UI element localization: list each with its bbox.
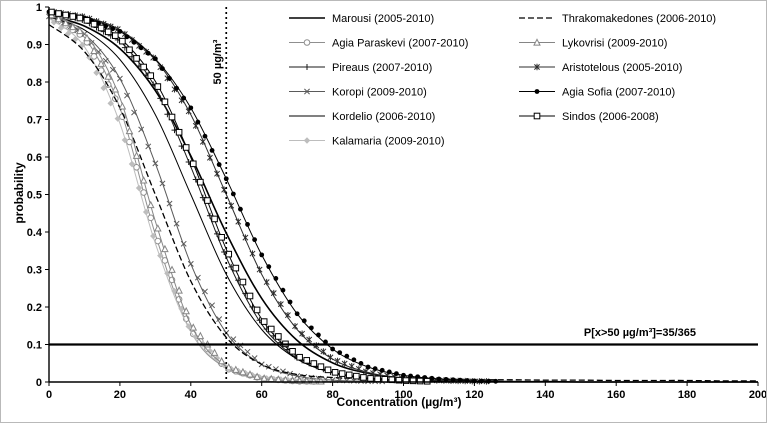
x-axis-title: Concentration (µg/m³): [336, 395, 462, 409]
svg-text:180: 180: [678, 389, 696, 401]
svg-text:Marousi (2005-2010): Marousi (2005-2010): [332, 13, 434, 25]
svg-text:0.5: 0.5: [27, 190, 42, 202]
probability-line-label: P[x>50 µg/m³]=35/365: [583, 327, 696, 339]
svg-text:0.3: 0.3: [27, 265, 42, 277]
svg-text:0.9: 0.9: [27, 40, 42, 52]
svg-text:140: 140: [536, 389, 554, 401]
svg-text:0.4: 0.4: [27, 227, 43, 239]
svg-text:0: 0: [36, 377, 42, 389]
svg-text:Agia Paraskevi (2007-2010): Agia Paraskevi (2007-2010): [332, 38, 468, 50]
legend-item: Agia Paraskevi (2007-2010): [289, 38, 468, 50]
svg-text:Pireaus (2007-2010): Pireaus (2007-2010): [332, 62, 432, 74]
legend-item: Sindos (2006-2008): [519, 111, 659, 123]
svg-text:0.7: 0.7: [27, 115, 42, 127]
svg-text:0: 0: [46, 389, 52, 401]
legend-item: Agia Sofia (2007-2010): [519, 87, 675, 99]
svg-text:Kalamaria (2009-2010): Kalamaria (2009-2010): [332, 136, 445, 148]
svg-text:60: 60: [256, 389, 268, 401]
legend-item: Koropi (2009-2010): [289, 87, 427, 99]
svg-text:20: 20: [114, 389, 126, 401]
legend: Marousi (2005-2010) Agia Paraskevi (2007-…: [289, 13, 716, 148]
svg-text:160: 160: [607, 389, 625, 401]
y-axis-title: probability: [12, 162, 26, 224]
limit-line-label: 50 µg/m³: [212, 39, 224, 85]
axes: 0 20 40 60 80 100 120 140 160 180 200 0 0.1 0.2 0.3 0.4…: [27, 2, 767, 401]
svg-text:Sindos (2006-2008): Sindos (2006-2008): [562, 111, 659, 123]
svg-text:0.8: 0.8: [27, 77, 42, 89]
svg-text:40: 40: [185, 389, 197, 401]
svg-text:0.1: 0.1: [27, 340, 42, 352]
svg-text:0.6: 0.6: [27, 152, 42, 164]
svg-text:Thrakomakedones (2006-2010): Thrakomakedones (2006-2010): [562, 13, 716, 25]
legend-item: Marousi (2005-2010): [289, 13, 434, 25]
legend-item: Kordelio (2006-2010): [289, 111, 435, 123]
svg-text:Kordelio (2006-2010): Kordelio (2006-2010): [332, 111, 435, 123]
legend-item: Pireaus (2007-2010): [289, 62, 432, 74]
svg-text:1: 1: [36, 2, 42, 14]
legend-item: Aristotelous (2005-2010): [519, 62, 682, 74]
svg-text:0.2: 0.2: [27, 302, 42, 314]
legend-item: Thrakomakedones (2006-2010): [519, 13, 716, 25]
annotation-lines: [49, 7, 758, 382]
svg-text:Agia Sofia (2007-2010): Agia Sofia (2007-2010): [562, 87, 675, 99]
svg-text:100: 100: [394, 389, 412, 401]
legend-item: Lykovrisi (2009-2010): [519, 38, 667, 50]
svg-text:Koropi (2009-2010): Koropi (2009-2010): [332, 87, 427, 99]
svg-text:80: 80: [326, 389, 338, 401]
svg-text:Lykovrisi (2009-2010): Lykovrisi (2009-2010): [562, 38, 667, 50]
svg-text:200: 200: [749, 389, 767, 401]
legend-item: Kalamaria (2009-2010): [289, 136, 445, 148]
svg-text:120: 120: [465, 389, 483, 401]
svg-text:Aristotelous (2005-2010): Aristotelous (2005-2010): [562, 62, 682, 74]
